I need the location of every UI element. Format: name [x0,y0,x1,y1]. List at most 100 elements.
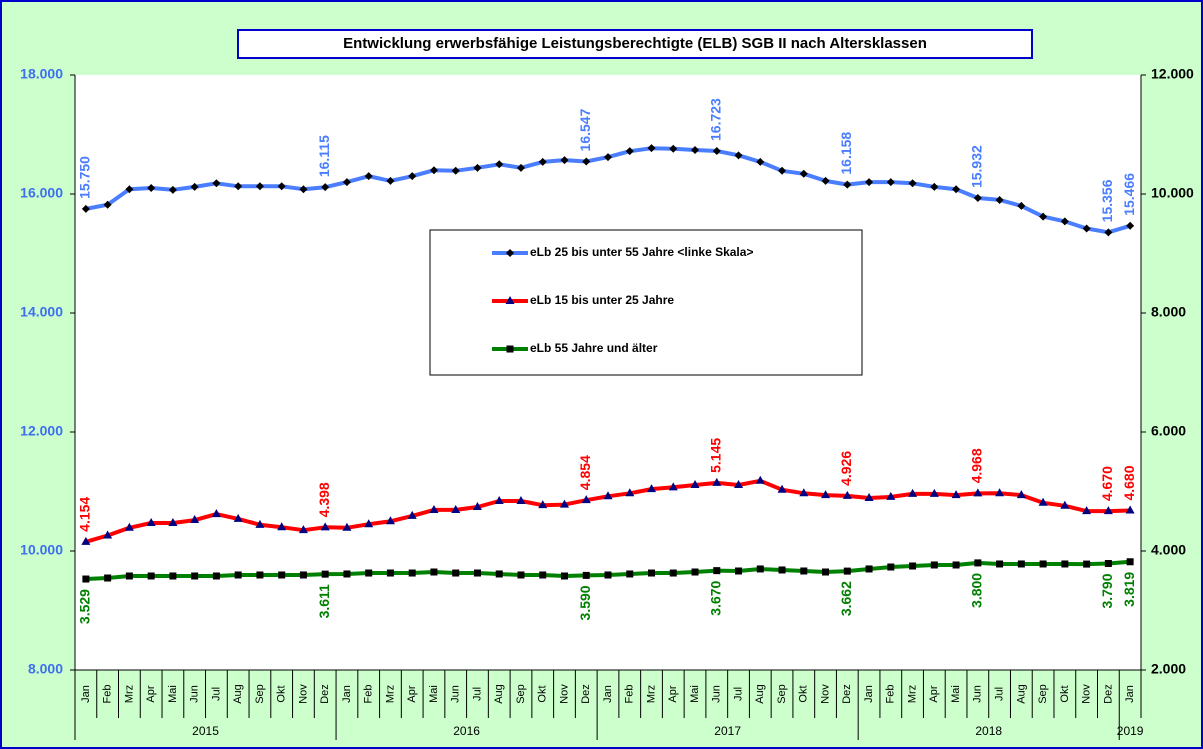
point [125,572,133,580]
point [1126,558,1134,566]
point [430,568,438,576]
point [886,491,896,500]
group-label: 2015 [192,724,219,738]
point [81,536,91,545]
x-tick-label: Mrz [906,685,918,703]
point [386,569,394,577]
point [929,488,939,497]
point [691,145,700,154]
point [908,488,918,497]
x-tick-label: Apr [928,685,940,702]
point [1039,560,1047,568]
y-tick-label: 14.000 [20,304,63,320]
point [539,571,547,579]
legend-label: eLb 55 Jahre und älter [530,341,658,355]
point [712,146,721,155]
point [843,180,852,189]
point [952,561,960,569]
point [169,572,177,580]
point [930,182,939,191]
point [1126,221,1135,230]
point [146,518,156,527]
point [473,569,481,577]
point [603,491,613,500]
point [365,569,373,577]
x-tick-label: Feb [624,685,636,704]
point [886,178,895,187]
point [909,562,917,570]
point [190,515,200,524]
y2-tick-label: 4.000 [1151,542,1186,558]
point [494,496,504,505]
point [734,151,743,160]
point [234,182,243,191]
point [320,522,330,531]
x-tick-label: Jun [450,685,462,703]
point [212,572,220,580]
point [255,182,264,191]
point [321,570,329,578]
point [734,479,744,488]
y2-tick-label: 8.000 [1151,304,1186,320]
point [495,160,504,169]
point [821,176,830,185]
x-tick-label: Mai [689,685,701,703]
point [669,569,677,577]
point [1061,560,1069,568]
x-tick-label: Jul [471,687,483,701]
data-label: 4.680 [1121,465,1137,500]
point [212,179,221,188]
y-tick-label: 8.000 [28,661,63,677]
point [973,194,982,203]
x-tick-label: Mai [950,685,962,703]
point [735,567,743,575]
data-label: 4.854 [577,455,593,490]
point [408,569,416,577]
point [581,495,591,504]
x-tick-label: Nov [558,684,570,704]
x-tick-label: Jan [863,685,875,703]
point [560,156,569,165]
point [690,479,700,488]
data-label: 3.611 [316,584,332,618]
point [234,571,242,579]
point [1083,560,1091,568]
point [755,475,765,484]
point [517,571,525,579]
data-label: 3.790 [1099,573,1115,608]
point [865,565,873,573]
group-label: 2016 [453,724,480,738]
point [843,567,851,575]
point [756,565,764,573]
data-label: 3.590 [577,585,593,620]
point [604,153,612,162]
x-tick-label: Jul [993,687,1005,701]
point [1038,497,1048,506]
point [799,169,808,178]
y2-tick-label: 2.000 [1151,661,1186,677]
chart-title: Entwicklung erwerbsfähige Leistungsberec… [343,35,927,52]
point [930,561,938,569]
point [713,567,721,575]
point [778,166,787,175]
point [407,510,417,519]
point [996,560,1004,568]
x-tick-label: Jul [732,687,744,701]
point [298,525,308,534]
point [1039,212,1048,221]
data-label: 4.154 [77,497,93,532]
point [103,530,113,539]
point [472,501,482,510]
data-label: 3.670 [707,580,723,615]
x-tick-label: Okt [276,685,288,702]
x-tick-label: Nov [1081,684,1093,704]
point [973,488,983,497]
data-label: 3.529 [77,589,93,624]
legend-marker [505,296,515,304]
point [104,574,112,582]
point [342,178,351,187]
point [712,477,722,486]
x-tick-label: Mai [167,685,179,703]
y-tick-label: 10.000 [20,542,63,558]
x-tick-label: Dez [841,684,853,704]
